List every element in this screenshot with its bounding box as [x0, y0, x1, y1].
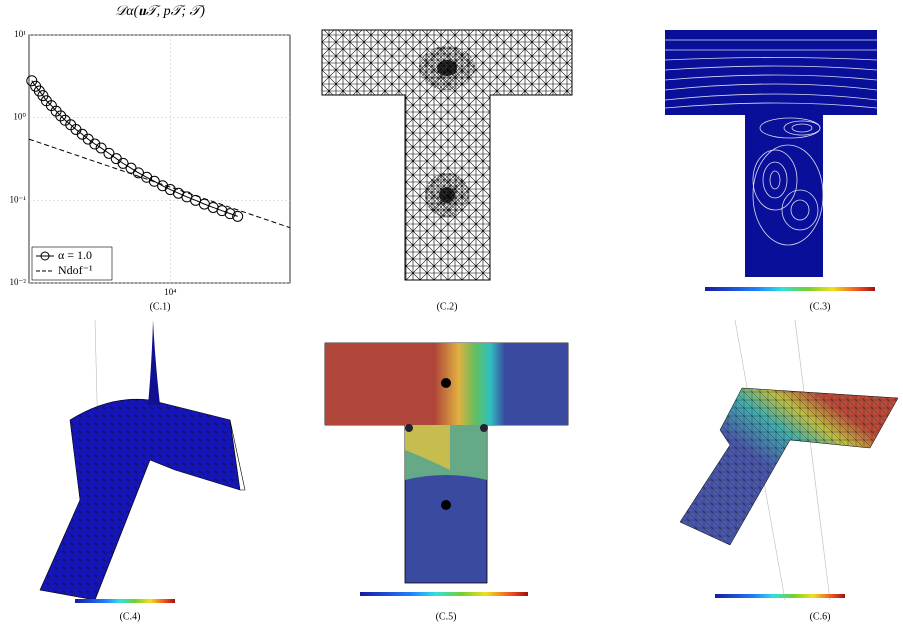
surface-panel [40, 320, 245, 603]
y-tick-label: 10⁻² [10, 277, 27, 287]
legend-label: α = 1.0 [58, 248, 92, 262]
plot-frame [29, 35, 290, 283]
colorbar [360, 592, 528, 596]
streamline-panel [665, 30, 877, 291]
x-tick-label: 10⁴ [164, 287, 176, 297]
y-tick-label: 10⁻¹ [10, 194, 27, 204]
panel-caption: (C.1) [150, 301, 171, 312]
y-tick-label: 10¹ [14, 29, 26, 39]
refined-core [439, 187, 455, 203]
pressure-panel [325, 343, 568, 596]
panel-caption: (C.6) [810, 611, 831, 622]
field-mesh-panel [680, 320, 898, 600]
panel-caption: (C.3) [810, 301, 831, 312]
colorbar [715, 594, 845, 598]
panel-caption: (C.2) [437, 301, 458, 312]
figure: 𝒟α(𝐮𝒯, p𝒯; 𝒯) 10⁻² 10⁻¹ 10⁰ 10¹ 10⁴ α = 1.0Nd… [0, 0, 903, 632]
y-tick-label: 10⁰ [13, 112, 26, 122]
colorbar [75, 599, 175, 603]
refined-core [437, 60, 457, 76]
colorbar [705, 287, 875, 291]
legend-label: Ndof⁻¹ [58, 263, 93, 277]
mesh-panel [322, 30, 572, 280]
panel-caption: (C.4) [120, 611, 141, 622]
chart-title: 𝒟α(𝐮𝒯, p𝒯; 𝒯) [115, 4, 205, 19]
panel-caption: (C.5) [436, 611, 457, 622]
